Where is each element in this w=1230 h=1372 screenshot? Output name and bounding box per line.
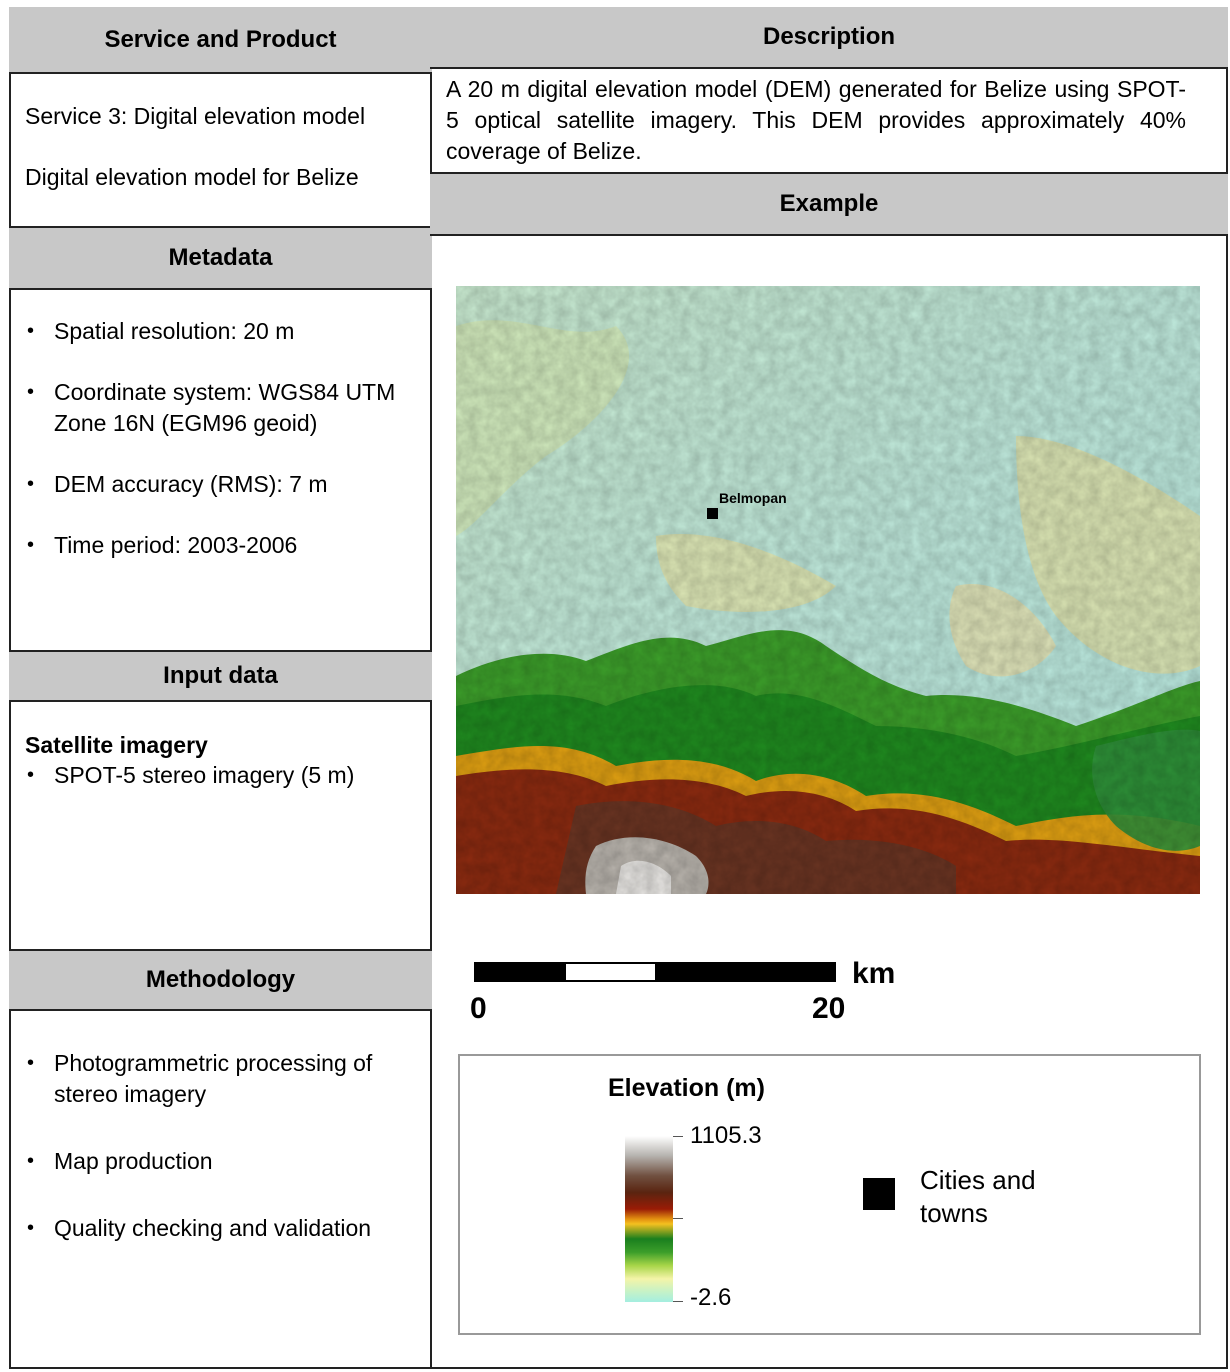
scale-bar	[474, 962, 836, 982]
methodology-item: Map production	[25, 1146, 420, 1177]
description-text: A 20 m digital elevation model (DEM) gen…	[446, 76, 1186, 164]
elevation-color-ramp	[625, 1136, 673, 1302]
input-subheading: Satellite imagery	[25, 732, 208, 758]
scale-end-label: 20	[812, 992, 846, 1025]
input-data-section: Satellite imagery SPOT-5 stereo imagery …	[25, 730, 420, 791]
ramp-tick-bottom	[673, 1301, 683, 1302]
ramp-tick-mid	[673, 1218, 683, 1219]
scale-segment	[476, 964, 566, 980]
legend-symbol-label: Cities and towns	[920, 1165, 1036, 1228]
product-line: Digital elevation model for Belize	[25, 164, 359, 190]
methodology-header-label: Methodology	[145, 966, 296, 993]
city-label: Belmopan	[719, 490, 787, 506]
scale-unit: km	[852, 957, 896, 990]
ramp-tick-top	[673, 1136, 683, 1137]
scale-start-label: 0	[470, 992, 487, 1025]
elevation-map: Belmopan	[456, 286, 1200, 894]
metadata-item: Time period: 2003-2006	[25, 530, 420, 561]
metadata-item: Coordinate system: WGS84 UTM Zone 16N (E…	[25, 377, 420, 439]
elevation-map-image	[456, 286, 1200, 894]
scale-segment	[655, 964, 834, 980]
methodology-header: Methodology	[9, 949, 432, 1011]
legend-min-label: -2.6	[690, 1284, 732, 1311]
description-header-label: Description	[762, 23, 896, 50]
city-symbol-icon	[863, 1178, 895, 1210]
metadata-item: DEM accuracy (RMS): 7 m	[25, 469, 420, 500]
metadata-header-label: Metadata	[168, 244, 273, 271]
methodology-list: Photogrammetric processing of stereo ima…	[25, 1048, 420, 1244]
methodology-item: Photogrammetric processing of stereo ima…	[25, 1048, 420, 1110]
service-line: Service 3: Digital elevation model	[25, 103, 366, 129]
service-product-header: Service and Product	[9, 7, 432, 74]
description-header: Description	[430, 7, 1228, 69]
metadata-list: Spatial resolution: 20 m Coordinate syst…	[25, 316, 420, 561]
legend-max-label: 1105.3	[690, 1122, 762, 1149]
legend-box: Elevation (m) 1105.3 -2.6 Cities and tow…	[458, 1054, 1201, 1335]
example-header: Example	[430, 172, 1228, 236]
input-data-header: Input data	[9, 650, 432, 702]
example-header-label: Example	[779, 190, 879, 217]
input-data-header-label: Input data	[163, 662, 278, 689]
legend-title: Elevation (m)	[608, 1074, 765, 1102]
service-product-header-label: Service and Product	[104, 25, 337, 53]
metadata-header: Metadata	[9, 226, 432, 290]
city-marker-icon	[707, 508, 718, 519]
input-item: SPOT-5 stereo imagery (5 m)	[25, 760, 420, 791]
methodology-item: Quality checking and validation	[25, 1213, 420, 1244]
scale-segment	[565, 964, 655, 980]
metadata-item: Spatial resolution: 20 m	[25, 316, 420, 347]
